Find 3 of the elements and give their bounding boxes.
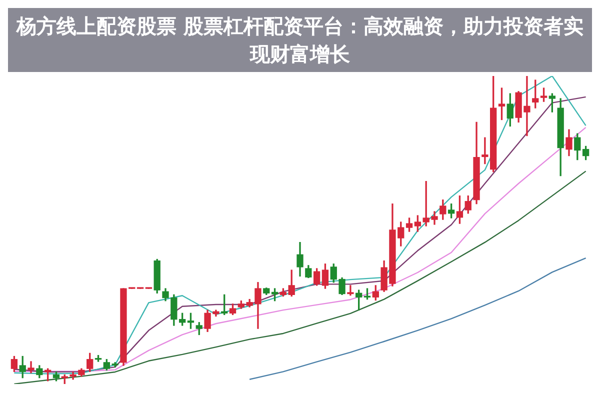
chart-title: 杨方线上配资股票 股票杠杆配资平台：高效融资，助力投资者实现财富增长 — [8, 8, 592, 72]
candlestick — [347, 285, 354, 296]
candlestick — [28, 361, 34, 374]
